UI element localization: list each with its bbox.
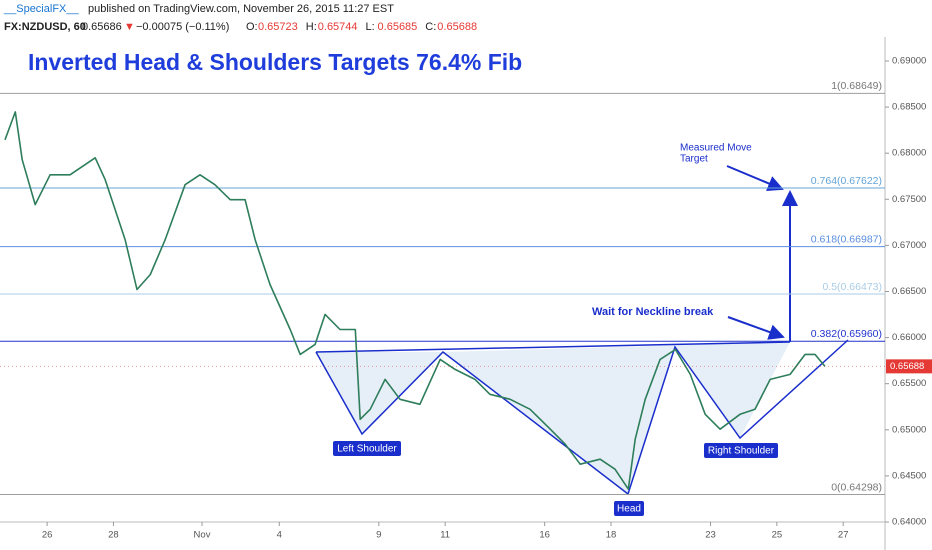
annotation: Wait for Neckline break (592, 306, 714, 318)
ohlc-label: H: (306, 21, 317, 33)
y-tick-label: 0.64000 (892, 517, 926, 528)
fib-label: 0(0.64298) (831, 481, 882, 493)
annotation: Target (680, 154, 708, 165)
target-arrow (726, 165, 784, 191)
last-price: 0.65686 (82, 21, 122, 33)
ohlc-value: 0.65688 (437, 21, 477, 33)
fib-label: 0.382(0.65960) (811, 328, 882, 340)
last-price-label: 0.65688 (890, 361, 924, 372)
pattern-label: Right Shoulder (708, 446, 775, 457)
y-tick-label: 0.64500 (892, 470, 926, 481)
fib-label: 0.764(0.67622) (811, 175, 882, 187)
y-tick-label: 0.65500 (892, 378, 926, 389)
header: __SpecialFX__ published on TradingView.c… (3, 3, 394, 33)
ohlc-value: 0.65723 (258, 21, 298, 33)
neckline-arrow (727, 316, 785, 340)
x-tick-label: 26 (42, 530, 53, 541)
change: −0.00075 (−0.11%) (136, 21, 229, 33)
ohlc-value: 0.65685 (378, 21, 418, 33)
pattern-zigzag (315, 339, 849, 496)
price-line (4, 111, 826, 490)
x-tick-label: 23 (705, 530, 716, 541)
label-box (614, 501, 644, 516)
fib-label: 0.618(0.66987) (811, 233, 882, 245)
y-tick-label: 0.68000 (892, 148, 926, 159)
x-tick-label: 27 (838, 530, 849, 541)
x-tick-label: 28 (108, 530, 119, 541)
label-box (704, 443, 778, 458)
change-arrow: ▼ (124, 21, 135, 33)
x-tick-label: 9 (376, 530, 381, 541)
fib-label: 0.5(0.66473) (822, 281, 882, 293)
x-tick-label: 18 (606, 530, 617, 541)
symbol: FX:NZDUSD, 60 (4, 21, 86, 33)
x-tick-label: 16 (539, 530, 550, 541)
published: published on TradingView.com, November 2… (88, 3, 394, 15)
y-tick-label: 0.65000 (892, 424, 926, 435)
last-price-tag (886, 359, 932, 374)
pattern-fill (316, 342, 790, 494)
x-tick-label: 4 (277, 530, 282, 541)
y-tick-label: 0.66500 (892, 286, 926, 297)
ohlc-label: L: (366, 21, 375, 33)
pattern-label: Left Shoulder (337, 444, 397, 455)
fib-label: 1(0.68649) (831, 80, 882, 92)
ohlc-label: C: (425, 21, 436, 33)
y-tick-label: 0.69000 (892, 55, 926, 66)
ohlc-value: 0.65744 (318, 21, 358, 33)
x-tick-label: Nov (194, 530, 211, 541)
chart-title: Inverted Head & Shoulders Targets 76.4% … (28, 49, 522, 75)
pattern-label: Head (617, 504, 641, 515)
author[interactable]: __SpecialFX__ (3, 3, 79, 15)
y-tick-label: 0.67500 (892, 194, 926, 205)
y-tick-label: 0.67000 (892, 240, 926, 251)
x-tick-label: 11 (440, 530, 450, 541)
ohlc-label: O: (246, 21, 258, 33)
neckline (315, 341, 791, 353)
pattern (315, 165, 849, 516)
annotation: Measured Move (680, 143, 752, 154)
label-box (333, 441, 401, 456)
x-tick-label: 25 (772, 530, 783, 541)
y-tick-label: 0.66000 (892, 332, 926, 343)
y-tick-label: 0.68500 (892, 102, 926, 113)
